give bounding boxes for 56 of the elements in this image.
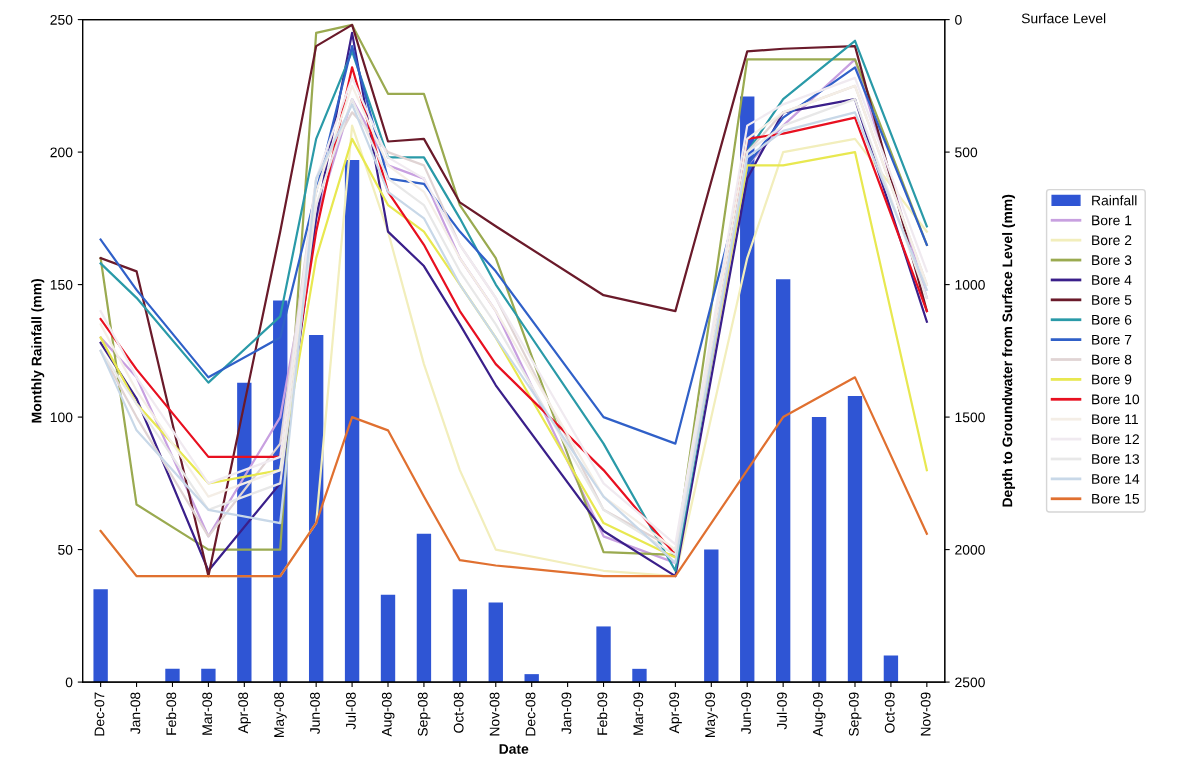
x-tick-label: Jul-08 — [345, 692, 356, 730]
x-tick-label: Oct-09 — [884, 692, 895, 733]
x-tick-label: Apr-09 — [669, 692, 682, 734]
legend-label: Bore 2 — [1092, 235, 1132, 246]
legend-label: Bore 6 — [1092, 314, 1132, 325]
x-tick-label: Sep-09 — [848, 692, 862, 736]
y2-tick-label: 2000 — [955, 544, 985, 555]
legend-label: Bore 1 — [1092, 215, 1132, 226]
x-tick-label: Jun-08 — [310, 692, 320, 735]
x-tick-label: Oct-08 — [453, 692, 464, 733]
x-tick-label: Jun-09 — [741, 692, 751, 735]
legend-label: Bore 8 — [1092, 354, 1132, 365]
x-tick-label: May-08 — [274, 692, 287, 737]
x-tick-label: Dec-08 — [525, 692, 536, 736]
y-tick-label: 50 — [58, 544, 73, 555]
x-axis-title: Date — [499, 744, 529, 754]
y-tick-label: 0 — [65, 677, 73, 688]
legend-label: Bore 11 — [1092, 414, 1138, 425]
x-tick-label: Aug-09 — [812, 692, 826, 737]
legend-label: Bore 14 — [1092, 474, 1140, 484]
legend-label: Bore 3 — [1092, 255, 1132, 266]
y2-tick-label: 1000 — [955, 279, 985, 290]
x-tick-label: Feb-09 — [597, 692, 608, 735]
legend-label: Bore 13 — [1092, 454, 1140, 464]
x-tick-label: Mar-08 — [202, 692, 213, 735]
x-tick-label: Sep-08 — [417, 692, 431, 736]
x-tick-label: Nov-09 — [920, 692, 931, 736]
y-tick-label: 200 — [50, 147, 73, 158]
y2-tick-label: 1500 — [955, 412, 985, 423]
x-tick-label: Jan-09 — [561, 692, 572, 735]
y2-tick-label: 0 — [955, 14, 962, 25]
y2-axis-title: Depth to Groundwater from Surface Level (mm) — [1002, 194, 1016, 507]
legend-label: Bore 10 — [1092, 394, 1140, 405]
legend-label: Bore 15 — [1092, 494, 1140, 504]
x-tick-label: May-09 — [705, 692, 718, 737]
x-tick-label: Jan-08 — [130, 692, 141, 735]
legend-label: Bore 9 — [1092, 374, 1132, 385]
legend-label: Bore 4 — [1092, 275, 1132, 285]
y-axis-title: Monthly Rainfall (mm) — [31, 279, 45, 423]
x-tick-label: Mar-09 — [633, 692, 644, 735]
text: Surface Level — [1021, 13, 1106, 24]
x-tick-label: Nov-08 — [489, 692, 500, 736]
legend-label: Bore 7 — [1092, 334, 1132, 345]
x-tick-label: Apr-08 — [238, 692, 251, 734]
y-tick-label: 250 — [50, 14, 73, 25]
x-tick-label: Jul-09 — [776, 692, 787, 730]
legend-label: Rainfall — [1092, 195, 1137, 206]
y-tick-label: 100 — [50, 412, 73, 423]
x-tick-label: Feb-08 — [166, 692, 177, 735]
x-tick-label: Dec-07 — [94, 692, 105, 736]
y2-tick-label: 2500 — [955, 677, 985, 688]
legend-label: Bore 12 — [1092, 434, 1139, 445]
y-tick-label: 150 — [50, 279, 73, 290]
x-tick-label: Aug-08 — [381, 692, 395, 737]
legend-label: Bore 5 — [1092, 295, 1132, 305]
y2-tick-label: 500 — [955, 147, 978, 158]
